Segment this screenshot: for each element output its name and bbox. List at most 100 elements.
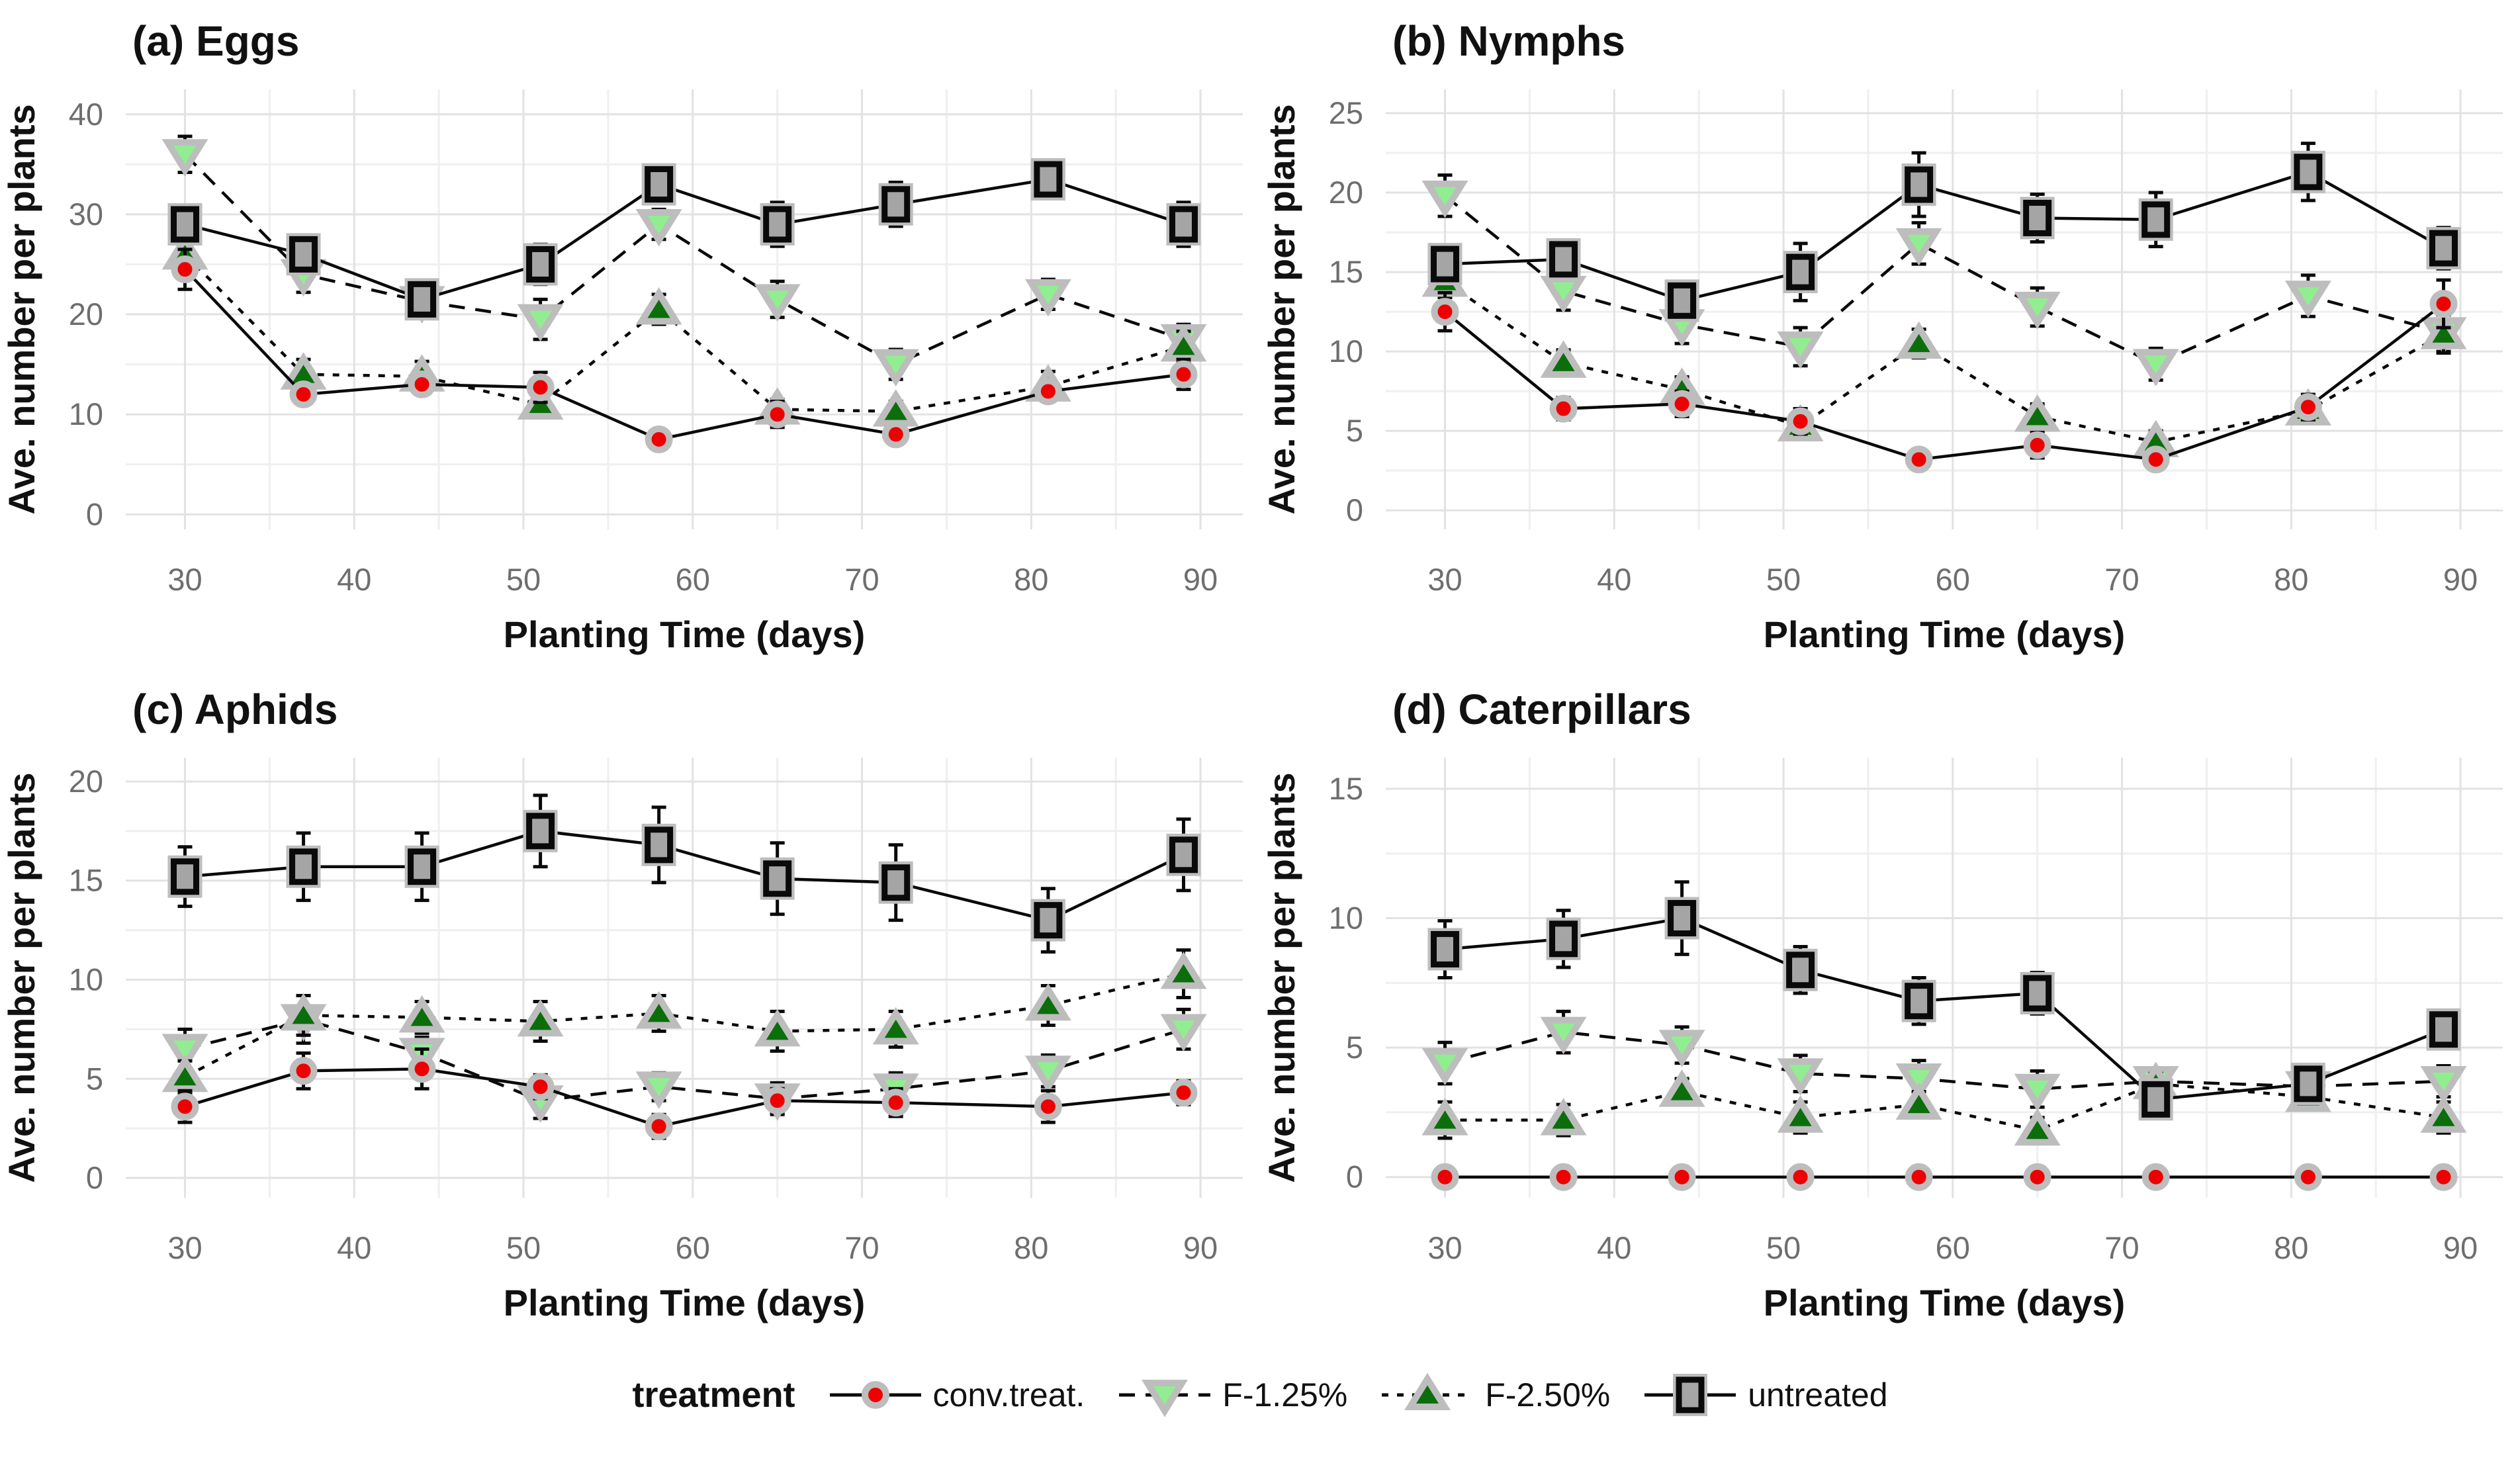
svg-text:40: 40 bbox=[1597, 1230, 1631, 1265]
grid-minor bbox=[1386, 89, 2503, 529]
series-untreated bbox=[167, 793, 1201, 954]
svg-text:40: 40 bbox=[1597, 562, 1631, 597]
legend-item-label: conv.treat. bbox=[932, 1376, 1085, 1413]
x-axis-title: Planting Time (days) bbox=[1764, 613, 2126, 655]
series-conv-treat bbox=[1431, 278, 2458, 474]
grid-major bbox=[126, 89, 1243, 529]
svg-text:5: 5 bbox=[1346, 413, 1363, 448]
legend-item-label: F-1.25% bbox=[1222, 1376, 1348, 1413]
series-untreated bbox=[167, 158, 1201, 321]
svg-text:40: 40 bbox=[337, 562, 371, 597]
svg-text:5: 5 bbox=[1346, 1030, 1363, 1065]
svg-text:50: 50 bbox=[1766, 1230, 1801, 1265]
y-axis-tick-labels: 0 5 10 15 bbox=[1329, 771, 1363, 1194]
svg-text:50: 50 bbox=[1766, 562, 1801, 597]
svg-text:30: 30 bbox=[167, 1230, 202, 1265]
svg-text:0: 0 bbox=[86, 1160, 103, 1195]
y-axis-title: Ave. number per plants bbox=[1, 772, 42, 1183]
svg-text:30: 30 bbox=[1427, 1230, 1462, 1265]
y-axis-title: Ave. number per plants bbox=[1261, 772, 1302, 1183]
svg-text:80: 80 bbox=[2274, 1230, 2308, 1265]
legend-item-label: untreated bbox=[1748, 1376, 1888, 1413]
svg-text:5: 5 bbox=[86, 1061, 103, 1096]
y-axis-title: Ave. number per plants bbox=[1, 104, 42, 514]
svg-text:90: 90 bbox=[1183, 562, 1218, 597]
svg-text:30: 30 bbox=[167, 562, 202, 597]
svg-text:10: 10 bbox=[69, 396, 103, 431]
svg-text:50: 50 bbox=[506, 562, 541, 597]
panel-title: (c) Aphids bbox=[132, 686, 338, 733]
legend-items: conv.treat. F-1.25% F-2.50% untreated bbox=[826, 1368, 1888, 1421]
legend-marker-conv-treat bbox=[829, 1381, 921, 1409]
panel-title: (a) Eggs bbox=[132, 17, 299, 65]
svg-text:80: 80 bbox=[1014, 562, 1048, 597]
svg-text:0: 0 bbox=[1346, 492, 1363, 527]
y-axis-title: Ave. number per plants bbox=[1261, 104, 1302, 514]
series-conv-treat bbox=[171, 1047, 1198, 1141]
y-axis-tick-labels: 0 5 10 15 20 bbox=[69, 764, 103, 1195]
x-axis-tick-labels: 30 40 50 60 70 80 90 bbox=[167, 1230, 1218, 1265]
panel-c-chart: 0 5 10 15 20 30 40 50 60 70 80 90 (c) Aphids Planting… bbox=[0, 668, 1260, 1337]
svg-text:60: 60 bbox=[1936, 562, 1970, 597]
svg-text:20: 20 bbox=[1329, 175, 1363, 210]
x-axis-tick-labels: 30 40 50 60 70 80 90 bbox=[1427, 1230, 2478, 1265]
series-conv-treat bbox=[171, 247, 1198, 453]
svg-text:50: 50 bbox=[506, 1230, 541, 1265]
legend-title: treatment bbox=[632, 1375, 795, 1415]
svg-text:10: 10 bbox=[69, 962, 103, 997]
x-axis-tick-labels: 30 40 50 60 70 80 90 bbox=[1427, 562, 2478, 597]
panel-a-chart: 0 10 20 30 40 30 40 50 60 70 80 90 (a) Eggs Planting … bbox=[0, 0, 1260, 668]
svg-text:70: 70 bbox=[2104, 562, 2139, 597]
svg-text:70: 70 bbox=[844, 1230, 879, 1265]
svg-text:15: 15 bbox=[69, 863, 103, 898]
legend: treatment conv.treat. F-1.25% F-2.50% untre… bbox=[0, 1337, 2520, 1477]
legend-marker-untreated bbox=[1644, 1374, 1736, 1416]
legend-item-untreated: untreated bbox=[1641, 1368, 1888, 1421]
y-axis-tick-labels: 0 10 20 30 40 bbox=[69, 97, 103, 532]
grid-major bbox=[126, 758, 1243, 1198]
series-untreated bbox=[1427, 142, 2461, 322]
svg-text:10: 10 bbox=[1329, 901, 1363, 936]
panel-b-chart: 0 5 10 15 20 25 30 40 50 60 70 80 90 (b) Nymphs Planti… bbox=[1260, 0, 2520, 668]
x-axis-title: Planting Time (days) bbox=[504, 613, 866, 655]
svg-text:15: 15 bbox=[1329, 771, 1363, 806]
svg-text:0: 0 bbox=[86, 496, 103, 531]
panel-d-chart: 0 5 10 15 30 40 50 60 70 80 90 (d) Caterpillars Plan… bbox=[1260, 668, 2520, 1337]
svg-text:70: 70 bbox=[844, 562, 879, 597]
legend-marker-f-2-50 bbox=[1382, 1372, 1474, 1410]
legend-item-f-2-50: F-2.50% bbox=[1378, 1368, 1610, 1421]
legend-item-label: F-2.50% bbox=[1485, 1376, 1611, 1413]
svg-text:60: 60 bbox=[1936, 1230, 1970, 1265]
svg-text:0: 0 bbox=[1346, 1159, 1363, 1194]
svg-text:20: 20 bbox=[69, 764, 103, 799]
legend-item-conv-treat: conv.treat. bbox=[826, 1368, 1085, 1421]
x-axis-tick-labels: 30 40 50 60 70 80 90 bbox=[167, 562, 1218, 597]
series-untreated bbox=[1427, 880, 2461, 1121]
series-f-2-50 bbox=[161, 948, 1207, 1095]
svg-text:90: 90 bbox=[2443, 1230, 2478, 1265]
svg-text:70: 70 bbox=[2104, 1230, 2139, 1265]
legend-item-f-1-25: F-1.25% bbox=[1115, 1368, 1347, 1421]
svg-text:80: 80 bbox=[2274, 562, 2308, 597]
svg-text:40: 40 bbox=[69, 97, 103, 132]
svg-text:30: 30 bbox=[1427, 562, 1462, 597]
x-axis-title: Planting Time (days) bbox=[1764, 1282, 2126, 1323]
svg-text:20: 20 bbox=[69, 296, 103, 332]
svg-text:15: 15 bbox=[1329, 254, 1363, 289]
svg-text:30: 30 bbox=[69, 197, 103, 232]
panel-d: 0 5 10 15 30 40 50 60 70 80 90 (d) Caterpillars Plan… bbox=[1260, 668, 2520, 1337]
panel-a: 0 10 20 30 40 30 40 50 60 70 80 90 (a) Eggs Planting … bbox=[0, 0, 1260, 668]
svg-text:60: 60 bbox=[676, 1230, 710, 1265]
panel-title: (d) Caterpillars bbox=[1392, 686, 1691, 733]
svg-text:10: 10 bbox=[1329, 334, 1363, 369]
svg-text:90: 90 bbox=[2443, 562, 2478, 597]
panel-title: (b) Nymphs bbox=[1392, 17, 1625, 65]
x-axis-title: Planting Time (days) bbox=[504, 1282, 866, 1323]
svg-text:80: 80 bbox=[1014, 1230, 1048, 1265]
panel-b: 0 5 10 15 20 25 30 40 50 60 70 80 90 (b) Nymphs Planti… bbox=[1260, 0, 2520, 668]
svg-text:40: 40 bbox=[337, 1230, 371, 1265]
svg-text:90: 90 bbox=[1183, 1230, 1218, 1265]
legend-marker-f-1-25 bbox=[1119, 1380, 1211, 1417]
svg-text:25: 25 bbox=[1329, 95, 1363, 130]
